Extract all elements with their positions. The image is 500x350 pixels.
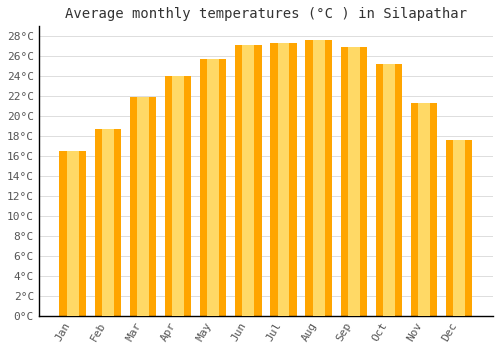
Bar <box>165 76 191 316</box>
Bar <box>60 151 86 316</box>
Bar <box>137 97 149 316</box>
Bar <box>200 59 226 316</box>
Bar <box>235 45 262 316</box>
Bar <box>348 47 360 316</box>
Bar <box>278 43 289 316</box>
Bar <box>270 43 296 316</box>
Bar <box>208 59 219 316</box>
Bar <box>102 129 114 316</box>
Title: Average monthly temperatures (°C ) in Silapathar: Average monthly temperatures (°C ) in Si… <box>65 7 467 21</box>
Bar <box>411 103 438 316</box>
Bar <box>418 103 430 316</box>
Bar <box>94 129 121 316</box>
Bar <box>306 40 332 316</box>
Bar <box>446 140 472 316</box>
Bar <box>340 47 367 316</box>
Bar <box>172 76 184 316</box>
Bar <box>383 64 395 316</box>
Bar <box>66 151 78 316</box>
Bar <box>242 45 254 316</box>
Bar <box>312 40 324 316</box>
Bar <box>376 64 402 316</box>
Bar <box>454 140 465 316</box>
Bar <box>130 97 156 316</box>
